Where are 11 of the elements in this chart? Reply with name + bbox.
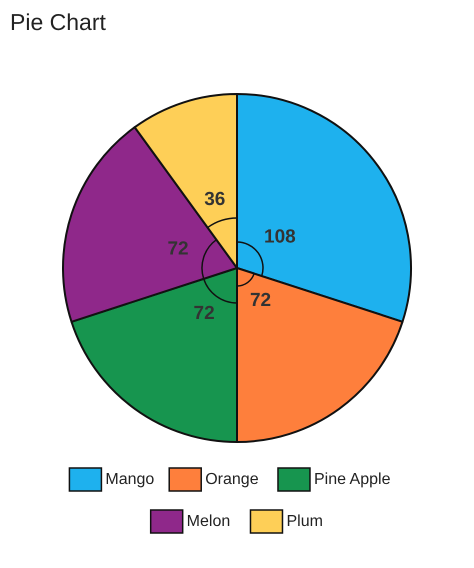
data-label: 72	[167, 238, 189, 260]
legend-label: Melon	[186, 513, 230, 530]
data-label: 72	[250, 290, 272, 311]
chart-title: Pie Chart	[10, 9, 106, 35]
data-label: 36	[204, 189, 226, 210]
legend-label: Orange	[205, 471, 259, 488]
legend-label: Plum	[286, 513, 323, 530]
data-label: 108	[264, 226, 296, 248]
legend-label: Mango	[105, 471, 154, 488]
data-label: 72	[194, 302, 215, 324]
legend-label: Pine Apple	[314, 471, 391, 488]
